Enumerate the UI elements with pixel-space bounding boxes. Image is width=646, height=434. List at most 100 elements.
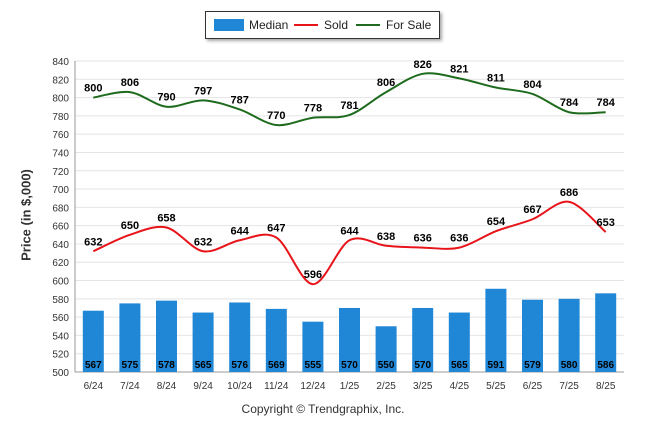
y-tick-label: 640 xyxy=(52,240,69,251)
point-label-for-sale: 797 xyxy=(194,85,212,97)
legend-median-label: Median xyxy=(249,18,289,32)
x-tick-label: 12/24 xyxy=(300,381,325,392)
x-tick-label: 8/24 xyxy=(157,381,177,392)
bar-median xyxy=(375,326,397,372)
y-tick-label: 580 xyxy=(52,295,69,306)
point-label-for-sale: 806 xyxy=(377,77,395,89)
bar-value-label: 580 xyxy=(561,360,578,371)
point-label-sold: 653 xyxy=(597,217,615,229)
point-label-sold: 596 xyxy=(304,269,322,281)
bar-median xyxy=(302,321,324,372)
bar-median xyxy=(448,312,470,372)
bar-median xyxy=(119,303,141,372)
bar-median xyxy=(339,307,360,372)
y-tick-label: 740 xyxy=(52,148,69,159)
bar-value-label: 591 xyxy=(488,360,505,371)
point-label-sold: 658 xyxy=(157,212,175,224)
y-tick-label: 600 xyxy=(52,277,69,288)
legend-median-swatch xyxy=(214,19,244,31)
bar-value-label: 569 xyxy=(268,360,285,371)
line-for-sale xyxy=(93,72,606,127)
bar-value-label: 565 xyxy=(195,360,212,371)
bar-value-label: 576 xyxy=(231,360,248,371)
y-axis-label: Price (in $,000) xyxy=(18,169,34,261)
x-tick-label: 7/24 xyxy=(120,381,140,392)
point-label-sold: 632 xyxy=(194,236,212,248)
y-tick-label: 760 xyxy=(52,130,69,141)
point-label-sold: 686 xyxy=(560,187,578,199)
bar-median xyxy=(192,312,214,372)
point-label-sold: 644 xyxy=(231,225,250,237)
point-label-sold: 647 xyxy=(267,223,285,235)
point-label-for-sale: 804 xyxy=(523,79,542,91)
point-label-sold: 650 xyxy=(121,220,139,232)
point-label-sold: 644 xyxy=(340,225,359,237)
point-label-sold: 667 xyxy=(523,204,541,216)
point-label-sold: 638 xyxy=(377,231,395,243)
x-tick-label: 6/24 xyxy=(84,381,104,392)
bar-value-label: 567 xyxy=(85,360,102,371)
point-label-for-sale: 784 xyxy=(597,97,616,109)
bar-value-label: 570 xyxy=(414,360,431,371)
bar-median xyxy=(558,298,580,372)
bar-median xyxy=(595,293,617,372)
bar-median xyxy=(156,300,177,372)
copyright: Copyright © Trendgraphix, Inc. xyxy=(241,402,405,416)
x-tick-label: 6/25 xyxy=(523,381,543,392)
bar-median xyxy=(412,307,434,372)
y-tick-label: 700 xyxy=(52,185,69,196)
x-tick-label: 3/25 xyxy=(413,381,433,392)
point-label-for-sale: 781 xyxy=(340,100,358,112)
y-tick-label: 540 xyxy=(52,331,69,342)
y-tick-label: 680 xyxy=(52,203,69,214)
x-tick-label: 8/25 xyxy=(596,381,616,392)
bar-value-label: 570 xyxy=(341,360,358,371)
x-tick-label: 1/25 xyxy=(340,381,360,392)
y-tick-label: 560 xyxy=(52,313,69,324)
y-tick-label: 840 xyxy=(52,57,69,68)
point-label-sold: 654 xyxy=(487,216,506,228)
y-tick-label: 660 xyxy=(52,222,69,233)
bar-median xyxy=(485,288,507,372)
x-tick-label: 4/25 xyxy=(450,381,470,392)
x-tick-label: 10/24 xyxy=(227,381,252,392)
y-tick-label: 620 xyxy=(52,258,69,269)
bar-value-label: 578 xyxy=(158,360,175,371)
bar-value-label: 579 xyxy=(524,360,541,371)
point-label-for-sale: 787 xyxy=(231,94,249,106)
point-label-sold: 632 xyxy=(84,236,102,248)
point-label-for-sale: 811 xyxy=(487,73,505,85)
y-tick-label: 800 xyxy=(52,94,69,105)
x-tick-label: 9/24 xyxy=(193,381,213,392)
point-label-sold: 636 xyxy=(414,233,432,245)
legend-for-sale-swatch xyxy=(356,24,380,26)
bar-median xyxy=(265,308,287,372)
bar-value-label: 555 xyxy=(305,360,322,371)
x-tick-label: 2/25 xyxy=(376,381,396,392)
legend-median: Median xyxy=(214,18,288,32)
y-tick-label: 720 xyxy=(52,167,69,178)
y-tick-label: 520 xyxy=(52,350,69,361)
x-tick-label: 11/24 xyxy=(264,381,289,392)
point-label-for-sale: 821 xyxy=(450,63,468,75)
point-label-for-sale: 800 xyxy=(84,83,102,95)
point-label-sold: 636 xyxy=(450,233,468,245)
point-label-for-sale: 806 xyxy=(121,77,139,89)
x-tick-label: 7/25 xyxy=(559,381,579,392)
y-tick-label: 500 xyxy=(52,368,69,379)
bar-value-label: 550 xyxy=(378,360,395,371)
point-label-for-sale: 770 xyxy=(267,110,285,122)
bar-median xyxy=(82,310,104,372)
x-tick-label: 5/25 xyxy=(486,381,506,392)
point-label-for-sale: 778 xyxy=(304,103,322,115)
point-label-for-sale: 784 xyxy=(560,97,579,109)
legend-sold-label: Sold xyxy=(324,18,349,32)
y-tick-label: 820 xyxy=(52,75,69,86)
bar-median xyxy=(229,302,251,372)
legend-sold-swatch xyxy=(294,24,318,26)
legend-for-sale-label: For Sale xyxy=(386,18,432,32)
y-tick-label: 780 xyxy=(52,112,69,123)
legend: Median Sold For Sale xyxy=(205,11,440,39)
line-sold xyxy=(92,200,607,286)
